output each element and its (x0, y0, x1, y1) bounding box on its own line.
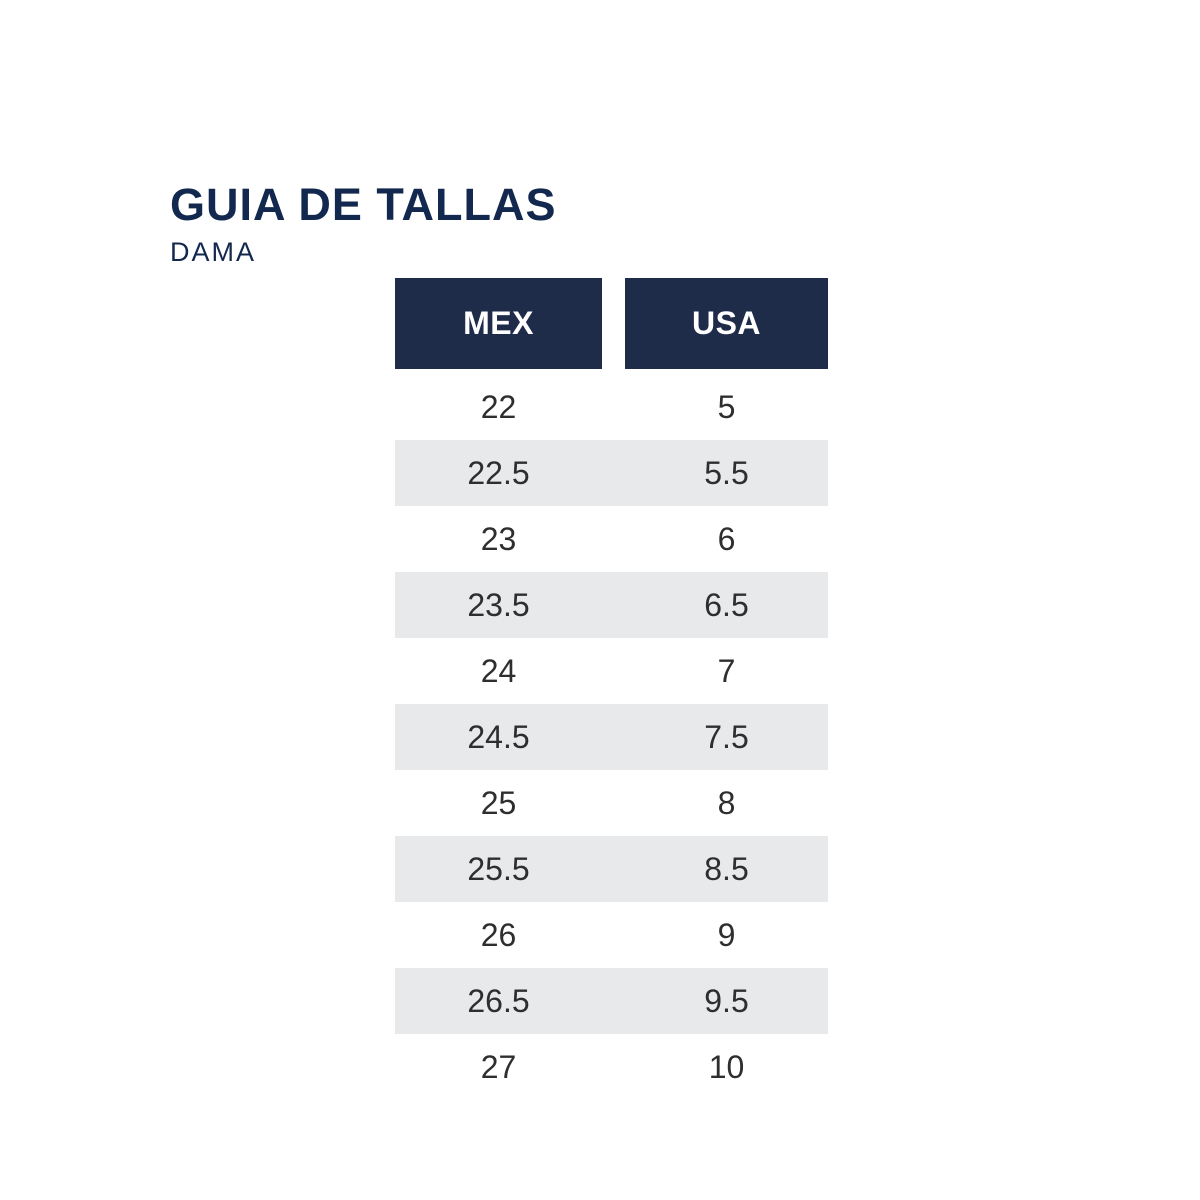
table-row: 22.5 5.5 (395, 440, 828, 506)
cell-usa: 6.5 (704, 586, 749, 623)
cell-mex: 26 (480, 916, 517, 953)
column-header-usa: USA (625, 278, 828, 369)
cell-mex: 27 (480, 1048, 517, 1085)
cell-mex: 23.5 (467, 586, 530, 623)
table-row: 26 9 (395, 902, 828, 968)
cell-mex: 24.5 (467, 718, 530, 755)
cell-usa: 6 (717, 520, 736, 557)
size-table: MEX USA 22 5 22.5 5.5 23 6 23.5 6.5 24 7… (395, 278, 828, 1100)
table-row: 26.5 9.5 (395, 968, 828, 1034)
table-row: 23.5 6.5 (395, 572, 828, 638)
cell-usa: 9 (717, 916, 736, 953)
table-row: 22 5 (395, 374, 828, 440)
cell-mex: 23 (480, 520, 517, 557)
cell-usa: 10 (708, 1048, 745, 1085)
cell-usa: 7.5 (704, 718, 749, 755)
table-row: 24 7 (395, 638, 828, 704)
cell-mex: 26.5 (467, 982, 530, 1019)
cell-usa: 8 (717, 784, 736, 821)
cell-mex: 22 (480, 388, 517, 425)
column-header-mex: MEX (395, 278, 602, 369)
cell-usa: 7 (717, 652, 736, 689)
table-header-row: MEX USA (395, 278, 828, 369)
page-title: GUIA DE TALLAS (170, 179, 557, 230)
cell-usa: 5.5 (704, 454, 749, 491)
cell-mex: 25.5 (467, 850, 530, 887)
title-block: GUIA DE TALLAS DAMA (170, 182, 556, 266)
table-row: 24.5 7.5 (395, 704, 828, 770)
cell-usa: 5 (717, 388, 736, 425)
table-row: 25 8 (395, 770, 828, 836)
cell-mex: 24 (480, 652, 517, 689)
table-body: 22 5 22.5 5.5 23 6 23.5 6.5 24 7 24.5 7.… (395, 374, 828, 1100)
cell-mex: 25 (480, 784, 517, 821)
cell-usa: 9.5 (704, 982, 749, 1019)
table-row: 27 10 (395, 1034, 828, 1100)
cell-mex: 22.5 (467, 454, 530, 491)
cell-usa: 8.5 (704, 850, 749, 887)
table-row: 25.5 8.5 (395, 836, 828, 902)
page-subtitle: DAMA (170, 237, 257, 267)
table-row: 23 6 (395, 506, 828, 572)
